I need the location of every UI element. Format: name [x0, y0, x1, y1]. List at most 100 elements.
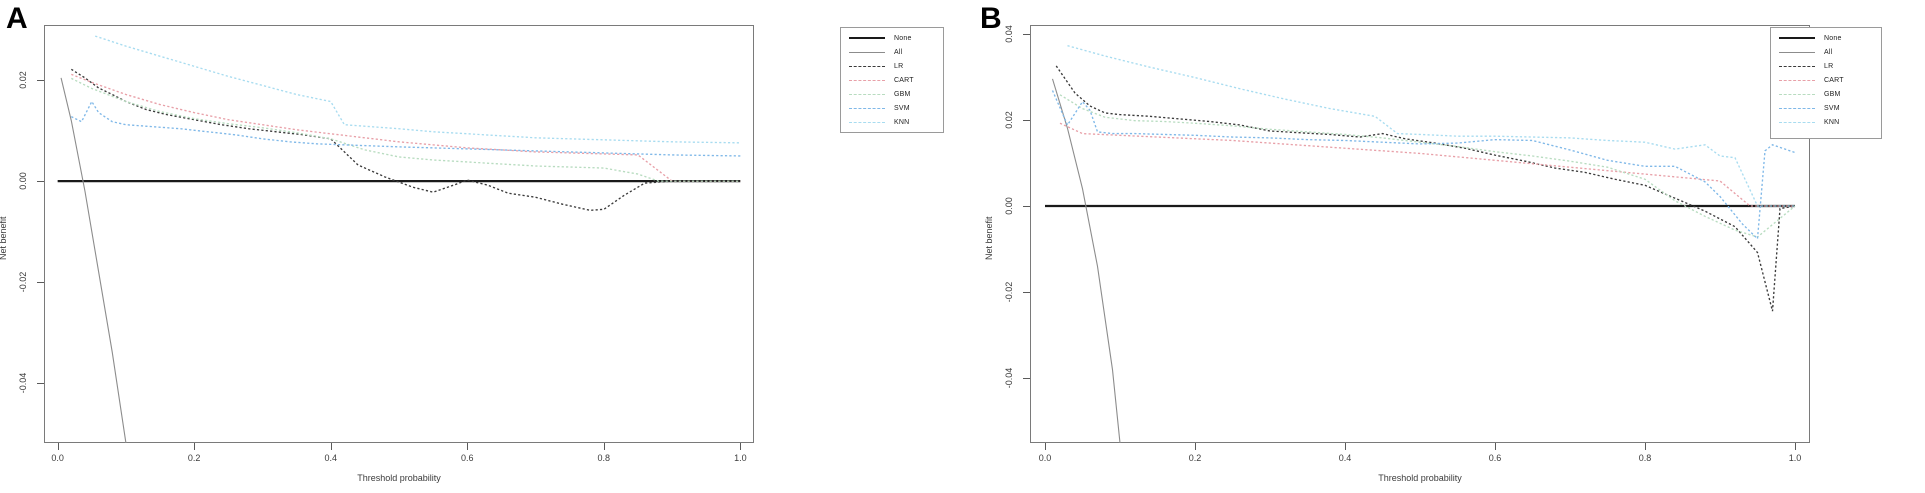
legend-swatch-all — [1779, 51, 1815, 53]
legend-item-none: None — [841, 31, 943, 45]
y-tick-label: -0.02 — [1004, 281, 1014, 303]
series-svm — [71, 100, 741, 157]
series-cart — [71, 73, 741, 182]
y-tick-mark — [37, 181, 44, 183]
series-svm — [1051, 90, 1796, 241]
x-tick-label: 0.0 — [51, 453, 64, 463]
x-tick-mark — [1795, 443, 1796, 450]
legend-item-cart: CART — [841, 73, 943, 87]
legend-label: CART — [894, 76, 914, 84]
series-lr — [70, 68, 741, 212]
panel-b: B 0.0 0.2 0.4 0.6 0.8 1.0 0.04 0.02 0.00 -0.02 -0.… — [962, 0, 1925, 493]
legend-swatch-gbm — [1779, 93, 1815, 95]
legend-item-lr: LR — [841, 59, 943, 73]
x-tick-mark — [740, 443, 742, 450]
legend-label: KNN — [1824, 118, 1840, 126]
legend-swatch-none — [849, 37, 885, 39]
x-tick-label: 0.8 — [1638, 453, 1652, 463]
legend-swatch-svm — [849, 107, 885, 109]
y-tick-mark — [1023, 119, 1030, 121]
legend-swatch-lr — [1779, 65, 1815, 67]
legend-item-knn: KNN — [1771, 115, 1881, 129]
panel-b-curves — [1045, 45, 1796, 443]
x-tick-label: 1.0 — [1788, 453, 1802, 463]
legend-label: LR — [1824, 62, 1834, 70]
legend-label: All — [894, 48, 903, 56]
legend-item-all: All — [1771, 45, 1881, 59]
panel-a-letter: A — [6, 2, 28, 35]
legend-label: GBM — [894, 90, 911, 98]
y-tick-mark — [1023, 33, 1030, 35]
panel-b-xlabel: Threshold probability — [1378, 473, 1462, 483]
y-tick-label: 0.00 — [1004, 197, 1014, 215]
legend-item-knn: KNN — [841, 115, 943, 129]
legend-swatch-all — [849, 51, 885, 53]
legend-item-svm: SVM — [1771, 101, 1881, 115]
y-tick-label: 0.04 — [1004, 24, 1014, 43]
y-tick-mark — [37, 80, 44, 82]
panel-b-letter: B — [980, 2, 1002, 35]
y-tick-label: 0.02 — [1004, 111, 1014, 129]
legend-swatch-cart — [849, 79, 885, 81]
x-tick-mark — [1495, 443, 1496, 450]
panel-a-ylabel: Net benefit — [0, 216, 8, 260]
legend-swatch-knn — [849, 121, 885, 123]
x-tick-label: 0.8 — [597, 453, 611, 463]
legend-swatch-gbm — [849, 93, 885, 95]
legend-swatch-none — [1779, 37, 1815, 39]
x-tick-label: 0.4 — [324, 453, 337, 463]
y-tick-label: 0.00 — [18, 172, 28, 190]
legend-label: None — [1824, 34, 1842, 42]
x-tick-mark — [57, 443, 59, 450]
y-tick-mark — [1023, 292, 1030, 294]
y-tick-label: -0.04 — [1004, 368, 1014, 389]
legend-label: LR — [894, 62, 904, 70]
legend-label: GBM — [1824, 90, 1841, 98]
legend-swatch-svm — [1779, 107, 1815, 109]
legend-item-cart: CART — [1771, 73, 1881, 87]
x-tick-mark — [1645, 443, 1646, 450]
legend-item-lr: LR — [1771, 59, 1881, 73]
series-gbm — [71, 77, 741, 182]
legend-item-gbm: GBM — [1771, 87, 1881, 101]
legend-label: All — [1824, 48, 1833, 56]
x-tick-mark — [194, 443, 196, 450]
series-gbm — [1059, 94, 1796, 238]
panel-a-legend: None All LR CART GBM SVM KNN — [840, 27, 944, 133]
legend-swatch-cart — [1779, 79, 1815, 81]
legend-swatch-lr — [849, 65, 885, 67]
legend-label: CART — [1824, 76, 1844, 84]
panel-a-plot-area — [44, 25, 754, 443]
legend-item-all: All — [841, 45, 943, 59]
legend-item-gbm: GBM — [841, 87, 943, 101]
series-knn — [1067, 45, 1795, 207]
x-tick-mark — [1045, 443, 1046, 450]
x-tick-label: 1.0 — [734, 453, 747, 463]
y-tick-label: -0.02 — [18, 271, 28, 293]
x-tick-label: 0.6 — [461, 453, 474, 463]
x-tick-mark — [1345, 443, 1346, 450]
legend-swatch-knn — [1779, 121, 1815, 123]
x-tick-mark — [603, 443, 605, 450]
legend-label: SVM — [894, 104, 910, 112]
y-tick-label: -0.04 — [18, 372, 28, 393]
y-tick-mark — [1023, 205, 1030, 207]
x-tick-label: 0.6 — [1488, 453, 1502, 463]
y-tick-mark — [1023, 378, 1030, 380]
panel-a-xlabel: Threshold probability — [357, 473, 441, 483]
panel-b-legend: None All LR CART GBM SVM KNN — [1770, 27, 1882, 139]
legend-label: None — [894, 34, 912, 42]
x-tick-label: 0.2 — [1188, 453, 1202, 463]
panel-a: A 0.0 0.2 0.4 0.6 0.8 1.0 0.02 0.00 -0.02 -0.04 T… — [0, 0, 962, 493]
y-tick-label: 0.02 — [18, 71, 28, 90]
legend-label: KNN — [894, 118, 910, 126]
panel-a-curves — [57, 35, 741, 443]
panel-b-ylabel: Net benefit — [984, 216, 994, 260]
series-cart — [1059, 122, 1795, 207]
y-tick-mark — [37, 281, 44, 283]
y-tick-mark — [37, 382, 44, 384]
x-tick-label: 0.4 — [1338, 453, 1352, 463]
panel-b-plot-area — [1030, 25, 1810, 443]
legend-item-svm: SVM — [841, 101, 943, 115]
